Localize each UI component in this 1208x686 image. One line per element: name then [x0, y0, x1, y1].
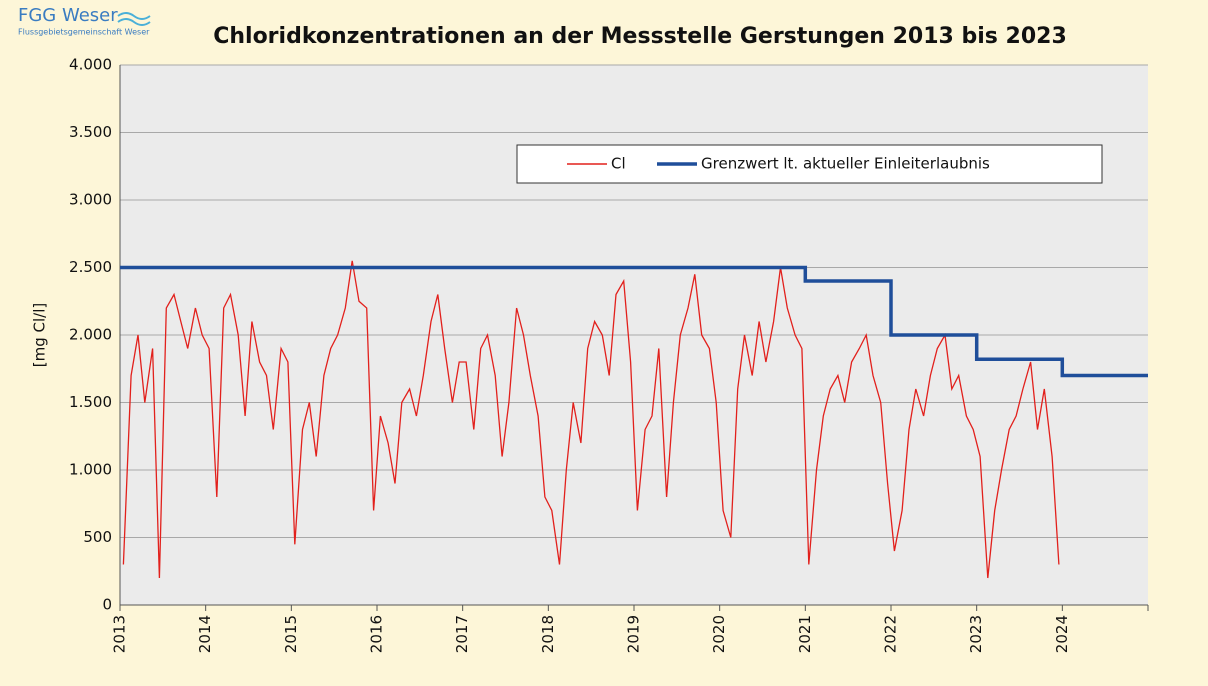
logo-wave [117, 12, 151, 26]
x-tick-label: 2024 [1053, 615, 1071, 653]
x-tick-label: 2017 [453, 615, 471, 653]
x-tick-label: 2019 [625, 615, 643, 653]
y-tick-label: 2.000 [69, 326, 112, 344]
x-tick-label: 2021 [796, 615, 814, 653]
x-tick-label: 2015 [282, 615, 300, 653]
legend-label: Cl [611, 155, 626, 173]
y-tick-label: 2.500 [69, 258, 112, 276]
series-line [120, 265, 1148, 378]
x-tick-label: 2020 [710, 615, 728, 653]
y-tick-label: 0 [102, 596, 112, 614]
y-tick-label: 3.000 [69, 191, 112, 209]
legend-label: Grenzwert lt. aktueller Einleiterlaubnis [701, 155, 990, 173]
y-tick-label: 4.000 [69, 56, 112, 74]
chart-title: Chloridkonzentrationen an der Messstelle… [213, 24, 1067, 49]
x-tick-label: 2023 [967, 615, 985, 653]
x-tick-label: 2022 [882, 615, 900, 653]
x-tick-label: 2016 [368, 615, 386, 653]
y-tick-label: 500 [83, 528, 112, 546]
x-tick-label: 2018 [539, 615, 557, 653]
logo-name: FGG Weser [18, 5, 118, 26]
y-tick-label: 1.500 [69, 393, 112, 411]
x-tick-label: 2013 [111, 615, 129, 653]
y-tick-label: 1.000 [69, 461, 112, 479]
y-axis-label: [mg Cl/l] [31, 303, 49, 367]
logo-tagline: Flussgebietsgemeinschaft Weser [18, 28, 150, 37]
y-tick-label: 3.500 [69, 123, 112, 141]
legend-box [516, 144, 1103, 184]
series-line [122, 260, 1060, 579]
x-tick-label: 2014 [196, 615, 214, 653]
